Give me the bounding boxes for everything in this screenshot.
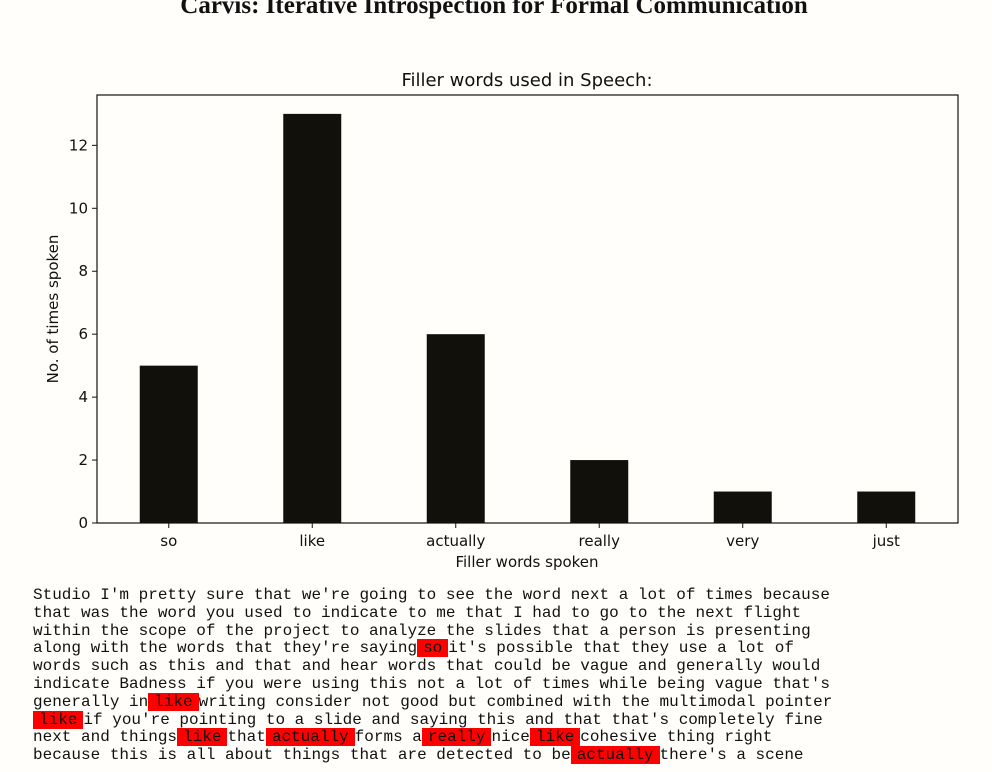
y-tick-label: 12 bbox=[69, 136, 88, 154]
transcript-text: generally in bbox=[33, 692, 149, 711]
transcript-text: nice bbox=[491, 728, 530, 747]
x-tick-label: really bbox=[579, 532, 621, 550]
y-tick-label: 6 bbox=[78, 325, 88, 343]
filler-word-highlight: actually bbox=[265, 728, 355, 747]
bar-very bbox=[713, 491, 772, 523]
filler-word-highlight: like bbox=[33, 710, 84, 729]
bar-like bbox=[283, 113, 342, 523]
transcript-text: indicate Badness if you were using this … bbox=[33, 674, 830, 693]
x-tick-label: actually bbox=[426, 532, 485, 550]
transcript-text: there's a scene bbox=[659, 746, 804, 765]
x-tick-label: so bbox=[160, 532, 177, 550]
filler-word-highlight: actually bbox=[570, 746, 660, 765]
transcript-line: generally in like writing consider not goo… bbox=[33, 692, 988, 712]
transcript-line: Studio I'm pretty sure that we're going … bbox=[33, 586, 988, 605]
filler-word-highlight: really bbox=[421, 728, 492, 747]
transcript-text: Studio I'm pretty sure that we're going … bbox=[33, 586, 830, 604]
x-tick-label: just bbox=[872, 532, 900, 550]
bar-actually bbox=[426, 334, 485, 523]
transcript-line: that was the word you used to indicate t… bbox=[33, 603, 988, 623]
speech-transcript: Studio I'm pretty sure that we're going … bbox=[33, 586, 988, 765]
transcript-text: writing consider not good but combined w… bbox=[198, 692, 833, 711]
transcript-line: indicate Badness if you were using this … bbox=[33, 674, 988, 694]
plot-area bbox=[96, 94, 959, 524]
transcript-text: that bbox=[227, 728, 266, 747]
x-axis-label: Filler words spoken bbox=[455, 553, 598, 571]
transcript-text: within the scope of the project to analy… bbox=[33, 621, 811, 640]
filler-words-bar-chart: Filler words used in Speech: 0 2 4 6 8 10 12 s… bbox=[44, 70, 959, 571]
transcript-line: words such as this and that and hear wor… bbox=[33, 657, 988, 676]
transcript-line: next and things like that actually forms a re… bbox=[33, 728, 988, 747]
y-axis-label: No. of times spoken bbox=[44, 235, 62, 384]
transcript-text: words such as this and that and hear wor… bbox=[33, 657, 821, 676]
bar-really bbox=[570, 460, 629, 523]
x-tick-label: like bbox=[299, 532, 325, 550]
transcript-text: it's possible that they use a lot of bbox=[448, 639, 794, 658]
x-tick-label: very bbox=[726, 532, 759, 550]
y-tick-label: 4 bbox=[78, 388, 88, 406]
transcript-line: because this is all about things that ar… bbox=[33, 746, 988, 765]
transcript-line: like if you're pointing to a slide and sa… bbox=[33, 710, 988, 730]
y-tick-label: 8 bbox=[78, 262, 88, 280]
transcript-text: if you're pointing to a slide and saying… bbox=[83, 710, 823, 729]
transcript-text: forms a bbox=[354, 728, 422, 747]
bar-so bbox=[139, 365, 198, 523]
transcript-text: along with the words that they're saying bbox=[33, 639, 418, 658]
filler-word-highlight: like bbox=[177, 728, 228, 747]
filler-word-highlight: so bbox=[417, 639, 449, 658]
bar-just bbox=[857, 491, 916, 523]
transcript-text: next and things bbox=[33, 728, 178, 747]
y-tick-label: 2 bbox=[78, 451, 88, 469]
y-tick-label: 10 bbox=[69, 199, 88, 217]
chart-title: Filler words used in Speech: bbox=[401, 70, 652, 91]
transcript-text: that was the word you used to indicate t… bbox=[33, 603, 802, 622]
transcript-text: because this is all about things that ar… bbox=[33, 746, 571, 765]
page-title: Carvis: Iterative Introspection for Form… bbox=[180, 0, 808, 19]
filler-word-highlight: like bbox=[529, 728, 581, 747]
filler-word-highlight: like bbox=[148, 692, 199, 711]
transcript-line: within the scope of the project to analy… bbox=[33, 621, 988, 641]
transcript-text: cohesive thing right bbox=[580, 728, 773, 747]
transcript-line: along with the words that they're saying… bbox=[33, 639, 988, 658]
y-tick-label: 0 bbox=[78, 514, 88, 532]
